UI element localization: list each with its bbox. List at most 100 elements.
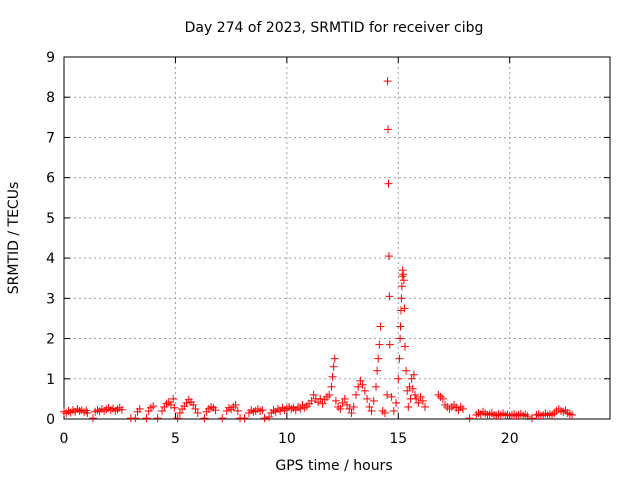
data-point <box>343 400 352 409</box>
data-point <box>519 411 528 420</box>
data-point <box>521 410 530 419</box>
data-point <box>403 386 412 395</box>
y-tick-label: 2 <box>46 332 55 348</box>
data-point <box>330 354 339 363</box>
plot-area <box>63 56 611 420</box>
data-point <box>170 403 179 412</box>
data-point <box>331 396 340 405</box>
data-point <box>383 77 392 86</box>
y-tick-label: 3 <box>46 291 55 307</box>
data-point <box>260 414 269 423</box>
grid <box>64 57 610 419</box>
data-point <box>169 394 178 403</box>
data-point <box>258 406 267 415</box>
data-point <box>296 404 305 413</box>
data-point <box>88 414 97 423</box>
data-point <box>338 398 347 407</box>
data-point <box>412 394 421 403</box>
data-point <box>395 354 404 363</box>
data-point <box>399 270 408 279</box>
x-tick-label: 15 <box>389 431 407 447</box>
data-point <box>200 414 209 423</box>
data-point <box>384 125 393 134</box>
data-point <box>193 408 202 417</box>
data-point <box>367 406 376 415</box>
data-point <box>117 405 126 414</box>
data-point <box>365 402 374 411</box>
data-point <box>408 384 417 393</box>
data-point <box>329 362 338 371</box>
data-point <box>372 382 380 391</box>
data-point <box>334 402 343 411</box>
data-point <box>349 402 358 411</box>
data-point <box>396 334 405 343</box>
data-point <box>358 380 367 389</box>
y-tick-label: 6 <box>46 171 55 187</box>
data-point <box>173 414 182 423</box>
data-point <box>327 382 336 391</box>
data-point <box>528 414 536 423</box>
x-tick-label: 0 <box>60 431 69 447</box>
data-point <box>397 282 406 291</box>
data-point <box>407 374 416 383</box>
data-point <box>175 408 184 417</box>
data-point <box>380 408 389 417</box>
data-point <box>347 408 356 417</box>
data-point <box>360 386 369 395</box>
data-point <box>256 406 265 415</box>
data-point <box>211 406 220 415</box>
data-point <box>93 406 102 415</box>
data-point <box>384 252 393 261</box>
data-point <box>418 396 427 405</box>
data-point <box>389 406 398 415</box>
data-point <box>149 402 158 411</box>
chart-title: Day 274 of 2023, SRMTID for receiver cib… <box>185 20 484 36</box>
data-point <box>240 414 249 423</box>
y-tick-label: 8 <box>46 90 55 106</box>
data-point <box>131 414 140 423</box>
data-point <box>458 404 467 413</box>
data-point <box>373 366 382 375</box>
data-point <box>400 304 409 313</box>
data-point <box>83 408 92 417</box>
data-point <box>158 406 167 415</box>
data-point <box>369 396 378 405</box>
data-point <box>523 412 532 421</box>
x-axis-label: GPS time / hours <box>275 458 392 474</box>
data-point <box>328 372 337 381</box>
data-point <box>385 292 394 301</box>
data-point <box>340 394 349 403</box>
data-point <box>231 400 240 409</box>
data-point <box>142 414 151 423</box>
y-axis-label: SRMTID / TECUs <box>6 182 22 295</box>
data-point <box>421 402 430 411</box>
data-point <box>376 322 385 331</box>
data-point <box>354 382 363 391</box>
data-point <box>233 406 242 415</box>
data-point <box>356 376 365 385</box>
data-point <box>494 410 503 419</box>
data-point <box>383 390 392 399</box>
data-point <box>345 404 354 413</box>
data-point <box>396 306 405 315</box>
data-point <box>445 404 454 413</box>
data-point <box>441 400 450 409</box>
data-point <box>189 400 198 409</box>
y-tick-label: 9 <box>46 50 55 66</box>
x-tick-label: 20 <box>501 431 519 447</box>
data-point <box>316 394 325 403</box>
data-point <box>414 398 423 407</box>
data-point <box>307 396 316 405</box>
data-point <box>287 404 296 413</box>
data-point <box>384 179 393 188</box>
data-point <box>397 294 406 303</box>
data-point <box>409 370 418 379</box>
data-point <box>218 414 227 423</box>
data-point <box>387 392 396 401</box>
data-point <box>375 340 384 349</box>
data-point <box>135 404 144 413</box>
y-tick-label: 5 <box>46 211 55 227</box>
data-point <box>374 354 383 363</box>
data-point <box>60 407 68 416</box>
